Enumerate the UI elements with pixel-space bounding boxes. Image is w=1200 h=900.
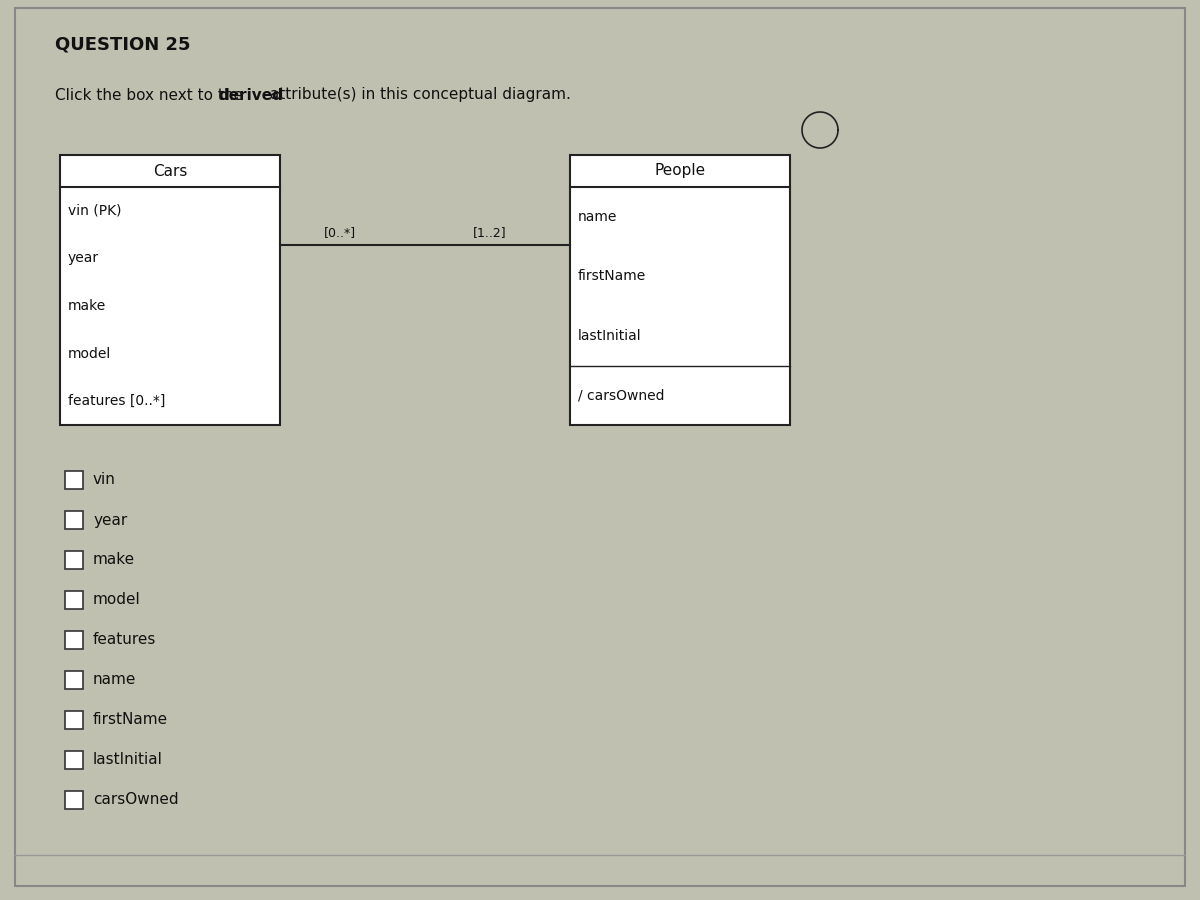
Text: QUESTION 25: QUESTION 25 xyxy=(55,36,191,54)
Text: derived: derived xyxy=(218,87,283,103)
Text: Click the box next to the: Click the box next to the xyxy=(55,87,248,103)
Bar xyxy=(65,631,83,649)
Bar xyxy=(65,711,83,729)
Text: features: features xyxy=(94,633,156,647)
Text: model: model xyxy=(94,592,140,608)
Text: firstName: firstName xyxy=(578,269,647,284)
Text: vin: vin xyxy=(94,472,116,488)
Bar xyxy=(65,671,83,689)
Text: model: model xyxy=(68,346,112,361)
Bar xyxy=(65,791,83,809)
Text: vin (PK): vin (PK) xyxy=(68,203,121,218)
Text: carsOwned: carsOwned xyxy=(94,793,179,807)
Bar xyxy=(65,471,83,489)
Bar xyxy=(65,751,83,769)
Text: [1..2]: [1..2] xyxy=(473,226,506,239)
Text: year: year xyxy=(68,251,100,266)
Text: People: People xyxy=(654,164,706,178)
Text: lastInitial: lastInitial xyxy=(578,328,642,343)
Text: / carsOwned: / carsOwned xyxy=(578,388,665,402)
Text: firstName: firstName xyxy=(94,713,168,727)
Bar xyxy=(65,511,83,529)
Bar xyxy=(570,155,790,425)
Bar xyxy=(60,155,280,425)
Text: attribute(s) in this conceptual diagram.: attribute(s) in this conceptual diagram. xyxy=(265,87,571,103)
Text: year: year xyxy=(94,512,127,527)
Text: name: name xyxy=(94,672,137,688)
Bar xyxy=(65,551,83,569)
Text: make: make xyxy=(94,553,136,568)
Text: lastInitial: lastInitial xyxy=(94,752,163,768)
Text: Cars: Cars xyxy=(152,164,187,178)
Text: make: make xyxy=(68,299,107,313)
Bar xyxy=(65,591,83,609)
Text: features [0..*]: features [0..*] xyxy=(68,394,166,409)
Text: [0..*]: [0..*] xyxy=(324,226,356,239)
Text: name: name xyxy=(578,210,617,224)
